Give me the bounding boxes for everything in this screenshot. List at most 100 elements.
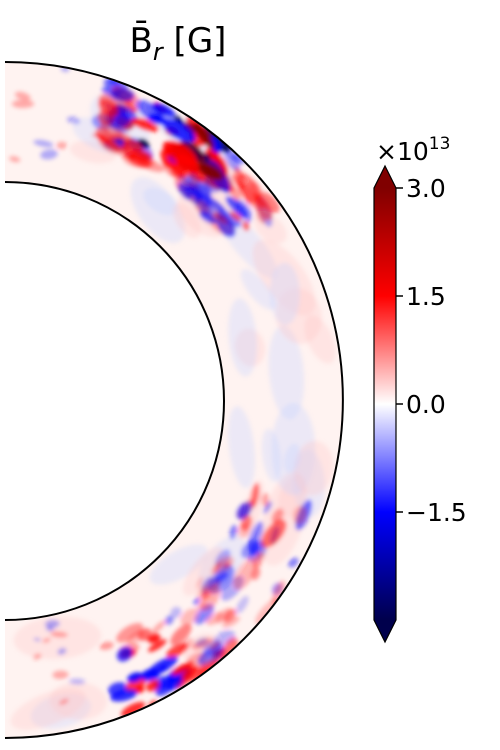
field-blob [216, 607, 232, 624]
field-blob [40, 149, 58, 160]
field-blob [242, 221, 250, 232]
field-blob [121, 144, 136, 159]
field-blob [213, 211, 228, 224]
field-blob [236, 173, 260, 203]
title-unit: [G] [163, 21, 227, 61]
field-blob [248, 545, 267, 562]
field-blob [194, 602, 208, 612]
colorbar-ticks: 3.0 1.5 0.0 −1.5 [396, 174, 467, 527]
field-blob [110, 88, 135, 102]
field-blob [59, 698, 69, 705]
field-blob [225, 196, 249, 218]
colorbar-extend-bottom [374, 620, 396, 642]
field-blob [193, 597, 200, 605]
field-blob [56, 141, 67, 150]
field-blob [177, 182, 192, 201]
field-blob [233, 557, 257, 590]
field-blob [68, 678, 86, 685]
field-blob [66, 116, 81, 125]
field-blob [14, 91, 31, 101]
colorbar-tick-label: 0.0 [406, 390, 446, 419]
field-blob [202, 640, 222, 657]
field-blob [269, 262, 300, 326]
field-blob [240, 515, 253, 531]
colorbar-exponent: ×1013 [376, 134, 450, 166]
exponent-base: ×10 [376, 137, 429, 166]
chart-title: B̄r [G] [130, 20, 227, 66]
field-blob [149, 544, 208, 585]
field-blob [183, 547, 224, 596]
field-blob [195, 637, 209, 648]
field-blob [283, 443, 301, 473]
field-blob [180, 637, 194, 651]
field-blob [162, 118, 196, 143]
field-blob [42, 637, 51, 643]
field-blob [100, 120, 125, 141]
field-blob [292, 505, 307, 525]
field-blob [151, 620, 166, 635]
title-subscript: r [153, 38, 165, 66]
outer-boundary [4, 61, 344, 739]
colorbar-tick-label: 3.0 [406, 174, 446, 203]
field-blob [130, 177, 186, 244]
field-blob [196, 576, 203, 589]
field-blob [135, 100, 163, 122]
field-blob [258, 192, 280, 214]
field-blob [136, 157, 165, 173]
field-blob [110, 689, 138, 702]
field-blob [152, 103, 175, 118]
field-blob [162, 140, 198, 167]
field-blob [32, 653, 42, 660]
field-blob [131, 117, 159, 132]
field-blob [193, 122, 214, 149]
colorbar: 3.0 1.5 0.0 −1.5 ×1013 [373, 134, 467, 644]
field-blob [171, 167, 187, 180]
field-blob [116, 623, 144, 643]
field-blob [45, 626, 55, 632]
field-blob [57, 647, 67, 655]
field-blob [255, 208, 267, 224]
field-blob [99, 641, 114, 650]
field-blob [120, 701, 146, 717]
field-blob [116, 646, 133, 662]
field-blob [170, 606, 182, 619]
field-blob [222, 616, 240, 628]
inner-boundary [4, 181, 225, 621]
field-blob [197, 162, 223, 181]
field-blob [240, 269, 276, 310]
field-blob [33, 637, 41, 642]
field-blob [171, 661, 194, 676]
field-blob [235, 595, 249, 614]
field-blob [44, 619, 60, 629]
field-blob [127, 672, 143, 683]
field-blob [140, 668, 160, 681]
field-blob [229, 211, 242, 222]
field-blob [49, 682, 107, 720]
field-blob [9, 156, 21, 163]
field-blob [167, 676, 183, 691]
field-blob [304, 315, 336, 364]
field-blob [293, 440, 334, 496]
field-blob [199, 211, 217, 224]
field-blob [268, 325, 305, 420]
field-blob [126, 629, 145, 646]
field-blob [229, 524, 238, 540]
field-blob [159, 664, 168, 672]
field-blob [261, 492, 270, 507]
field-blob [50, 631, 68, 638]
shell-field [5, 62, 343, 738]
field-blob [228, 406, 256, 489]
field-blob [170, 624, 192, 646]
field-blob [210, 562, 222, 575]
field-blob [148, 634, 161, 644]
colorbar-outline [373, 164, 397, 644]
field-blob [241, 540, 258, 559]
field-blob [52, 670, 69, 680]
field-blob [126, 674, 147, 694]
exponent-power: 13 [429, 134, 451, 154]
field-blob [231, 153, 245, 164]
field-blob [146, 679, 160, 692]
field-blob [195, 585, 206, 599]
colorbar-extend-top [374, 166, 396, 188]
